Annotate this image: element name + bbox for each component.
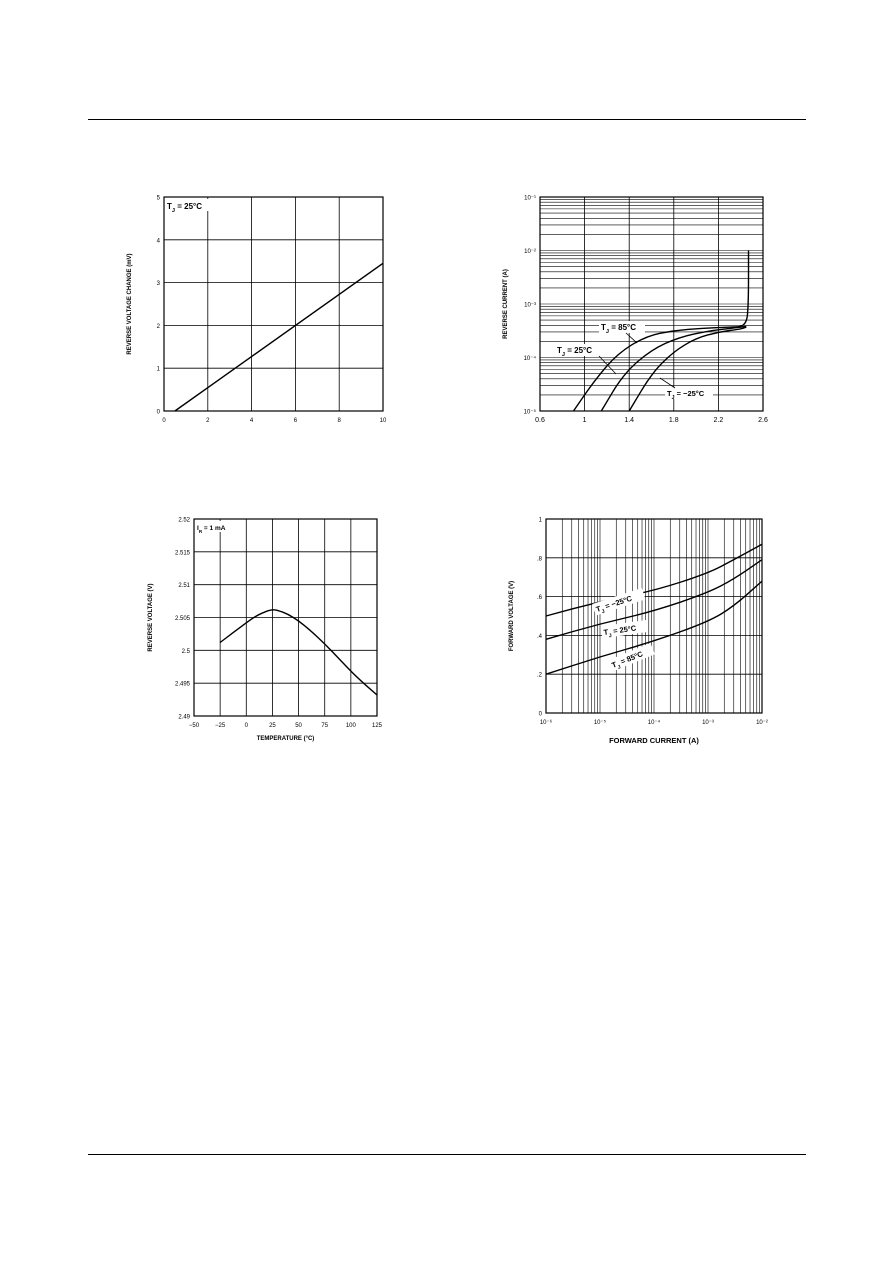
y-tick-label: 0	[157, 410, 161, 416]
series-line-1	[545, 543, 763, 617]
x-tick-label: 75	[321, 723, 328, 729]
footer-rule	[88, 1154, 806, 1155]
x-tick-label: 1.4	[624, 417, 634, 424]
x-axis-label: TEMPERATURE (°C)	[257, 736, 315, 742]
leader-m25c	[659, 377, 676, 389]
curve-label-fwd-85c-bg	[607, 643, 655, 672]
x-tick-label: 10⁻³	[702, 720, 714, 726]
x-tick-label: 4	[250, 418, 254, 424]
annotation-box	[195, 521, 233, 532]
y-tick-label: 10⁻⁵	[524, 409, 537, 416]
y-tick-label: .6	[537, 595, 543, 601]
series-line-1	[174, 262, 384, 412]
y-tick-label: 2.52	[178, 518, 190, 524]
x-axis-label: FORWARD CURRENT (A)	[609, 736, 699, 745]
x-tick-label: 100	[346, 723, 357, 729]
leader-85c	[625, 332, 638, 344]
x-tick-label: 0	[245, 723, 249, 729]
curve-label-m25c-bg	[665, 387, 713, 399]
annotation-label: IR = 1 mA	[197, 525, 226, 534]
x-tick-label: 8	[338, 418, 342, 424]
x-tick-label: 0.6	[535, 417, 545, 424]
y-tick-label: 3	[157, 281, 161, 287]
x-tick-label: 1.8	[669, 417, 679, 424]
y-tick-label: 1	[539, 518, 543, 524]
y-tick-label: .4	[537, 634, 543, 640]
y-axis-label: FORWARD VOLTAGE (V)	[509, 581, 515, 651]
curve-label-fwd-25c: TJ = 25°C	[603, 623, 638, 640]
y-tick-label: 2.5	[182, 649, 191, 655]
x-tick-label: 10⁻⁵	[594, 719, 607, 726]
plot-frame	[163, 196, 384, 412]
curve-label-fwd-25c-bg	[600, 619, 648, 639]
y-tick-label: 10⁻⁴	[524, 355, 537, 362]
y-tick-label: .2	[537, 673, 543, 679]
y-tick-label: 2	[157, 324, 161, 330]
y-tick-label: 0	[539, 712, 543, 718]
annotation-box	[165, 199, 209, 211]
series-line-3	[545, 580, 763, 675]
y-tick-label: 2.505	[175, 616, 191, 622]
curve-label-85c-bg	[599, 321, 645, 333]
plot-frame	[539, 196, 764, 412]
series-line-3	[628, 326, 747, 412]
y-tick-label: 2.495	[175, 682, 191, 688]
x-tick-label: 2	[206, 418, 210, 424]
y-tick-label: 10⁻¹	[524, 196, 536, 202]
x-tick-label: 2.2	[714, 417, 724, 424]
x-tick-label: 2.6	[758, 417, 768, 424]
annotation-label: TJ = 25°C	[167, 202, 202, 214]
y-tick-label: 4	[157, 238, 161, 244]
x-tick-label: 10	[380, 418, 387, 424]
x-tick-label: 25	[269, 723, 276, 729]
header-rule	[88, 119, 806, 120]
plot-frame	[193, 518, 378, 717]
curve-label-25c: TJ = 25°C	[557, 346, 592, 358]
y-tick-label: 2.515	[175, 550, 191, 556]
y-axis-label: REVERSE CURRENT (A)	[503, 269, 509, 339]
x-tick-label: 125	[372, 723, 383, 729]
y-axis-label: REVERSE VOLTAGE (V)	[148, 583, 154, 651]
x-tick-label: 10⁻²	[756, 720, 768, 726]
x-tick-label: −25	[215, 723, 226, 729]
series-line-2	[600, 325, 747, 412]
x-tick-label: 0	[162, 418, 166, 424]
leader-25c	[598, 355, 617, 375]
x-tick-label: 10⁻⁴	[648, 719, 661, 726]
x-tick-label: 6	[294, 418, 298, 424]
series-line-1	[219, 609, 378, 696]
y-tick-label: .8	[537, 556, 543, 562]
series-line-2	[545, 559, 763, 640]
y-tick-label: 2.51	[178, 583, 190, 589]
curve-label-25c-bg	[555, 344, 599, 356]
y-axis-label: REVERSE VOLTAGE CHANGE (mV)	[127, 253, 133, 354]
x-tick-label: 50	[295, 723, 302, 729]
y-tick-label: 2.49	[178, 715, 190, 721]
y-tick-label: 1	[157, 367, 161, 373]
curve-label-fwd-m25c-bg	[592, 587, 646, 616]
x-tick-label: 1	[583, 417, 587, 424]
x-tick-label: −50	[189, 723, 200, 729]
y-tick-label: 10⁻²	[524, 249, 536, 255]
curve-label-m25c: TJ = −25°C	[667, 389, 705, 401]
curve-label-85c: TJ = 85°C	[601, 323, 636, 335]
y-tick-label: 5	[157, 196, 161, 202]
series-line-1	[572, 250, 750, 412]
y-tick-label: 10⁻³	[524, 303, 536, 309]
x-tick-label: 10⁻⁶	[540, 719, 553, 726]
